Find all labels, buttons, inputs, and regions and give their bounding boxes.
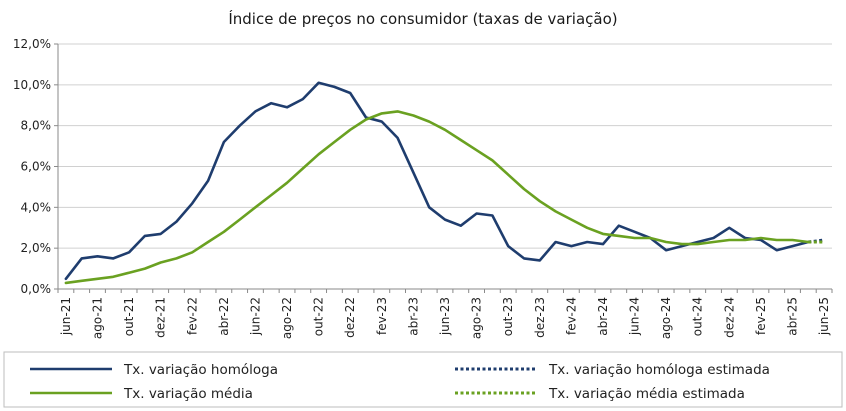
x-tick-label: out-22 [312, 297, 326, 336]
chart-title: Índice de preços no consumidor (taxas de… [228, 9, 617, 28]
y-tick-label: 8,0% [21, 119, 52, 133]
x-tick-label: abr-24 [596, 297, 610, 336]
y-tick-label: 10,0% [13, 78, 51, 92]
x-tick-label: dez-23 [533, 297, 547, 338]
x-tick-label: jun-24 [628, 297, 642, 336]
x-tick-label: jun-25 [817, 297, 831, 336]
x-tick-label: fev-22 [185, 297, 199, 335]
series-line [64, 110, 810, 285]
x-tick-label: ago-23 [470, 297, 484, 339]
legend-box [3, 351, 843, 408]
legend: Tx. variação homóloga Tx. variação homólo… [3, 351, 843, 408]
x-tick-label: jun-22 [248, 297, 262, 336]
y-tick-label: 6,0% [21, 160, 52, 174]
x-tick-label: dez-24 [722, 297, 736, 338]
x-tick-label: ago-22 [280, 297, 294, 339]
x-tick-label: abr-22 [217, 297, 231, 336]
x-tick-label: out-24 [691, 297, 705, 336]
x-tick-label: ago-21 [90, 297, 104, 339]
x-tick-label: dez-22 [343, 297, 357, 338]
legend-label: Tx. variação homóloga [123, 362, 278, 378]
legend-label: Tx. variação média [123, 386, 253, 402]
y-tick-label: 2,0% [21, 241, 52, 255]
x-tick-label: fev-24 [564, 297, 578, 335]
x-tick-label: fev-25 [754, 297, 768, 335]
x-tick-label: dez-21 [154, 297, 168, 338]
y-tick-label: 4,0% [21, 200, 52, 214]
legend-label: Tx. variação homóloga estimada [548, 362, 770, 378]
series-line [64, 81, 810, 281]
grid [58, 43, 832, 249]
x-tick-label: jun-21 [59, 297, 73, 336]
series-lines [64, 81, 825, 285]
legend-label: Tx. variação média estimada [548, 386, 745, 402]
x-tick-label: fev-23 [375, 297, 389, 335]
x-tick-label: abr-23 [406, 297, 420, 336]
axes: 0,0% 2,0% 4,0% 6,0% 8,0% 10,0% 12,0% jun-21 ago-… [13, 37, 833, 339]
y-tick-label: 12,0% [13, 37, 51, 51]
x-tick-label: out-21 [122, 297, 136, 336]
x-tick-label: jun-23 [438, 297, 452, 336]
y-tick-label: 0,0% [21, 282, 52, 296]
x-tick-label: out-23 [501, 297, 515, 336]
x-tick-label: ago-24 [659, 297, 673, 339]
x-tick-label: abr-25 [786, 297, 800, 336]
